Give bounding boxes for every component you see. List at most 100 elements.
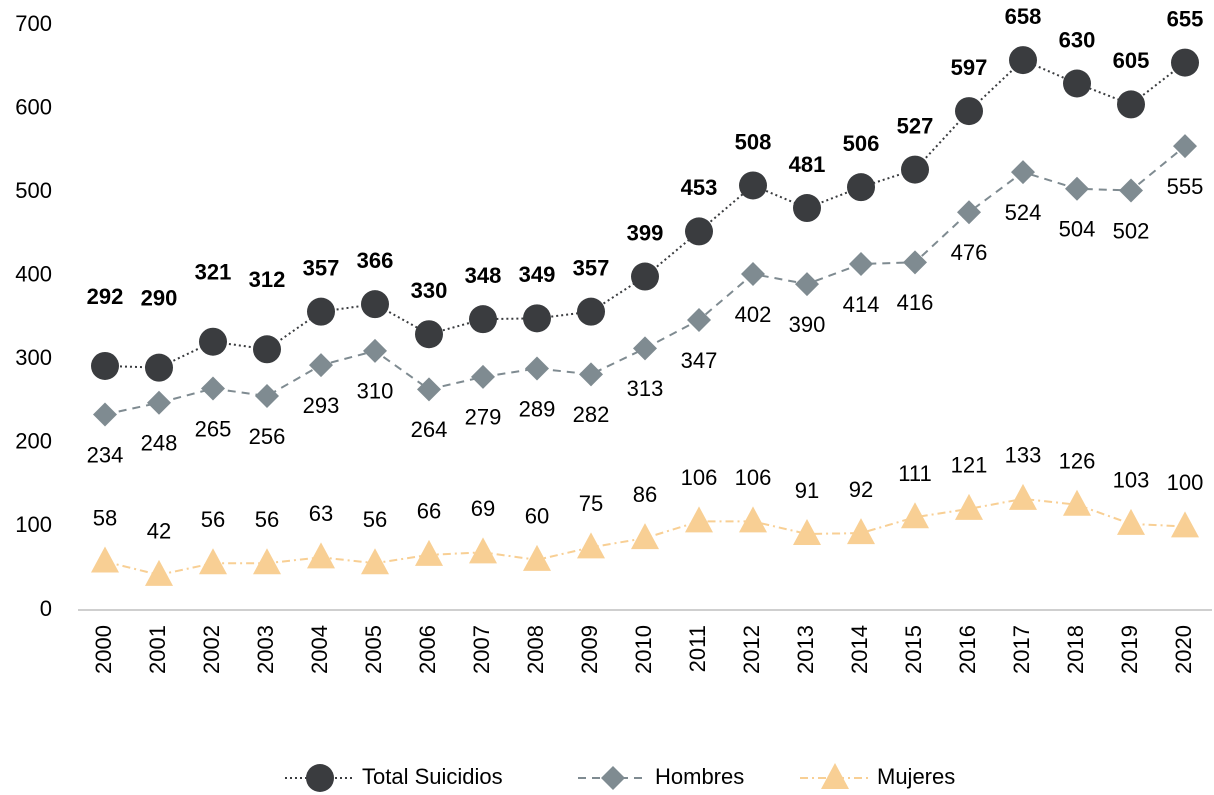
data-label: 527 — [897, 113, 934, 138]
data-label: 234 — [87, 442, 124, 467]
marker — [91, 546, 119, 573]
data-label: 92 — [849, 477, 873, 502]
data-label: 330 — [411, 278, 448, 303]
y-tick-label: 100 — [15, 512, 52, 537]
marker — [361, 290, 389, 319]
legend-label: Total Suicidios — [362, 764, 503, 789]
data-label: 313 — [627, 376, 664, 401]
marker — [253, 335, 281, 364]
marker — [901, 502, 929, 529]
data-label: 508 — [735, 129, 772, 154]
x-tick-label: 2015 — [901, 625, 926, 674]
data-label: 289 — [519, 396, 556, 421]
marker — [145, 559, 173, 586]
x-tick-label: 2000 — [91, 625, 116, 674]
data-label: 290 — [141, 285, 178, 310]
data-label: 279 — [465, 405, 502, 430]
marker — [199, 548, 227, 575]
data-label: 121 — [951, 453, 988, 478]
data-label: 63 — [309, 501, 333, 526]
marker — [903, 250, 927, 275]
marker — [201, 376, 225, 401]
data-label: 69 — [471, 496, 495, 521]
marker — [93, 402, 117, 427]
marker — [601, 766, 625, 790]
marker — [577, 297, 605, 326]
data-label: 106 — [735, 465, 772, 490]
marker — [739, 506, 767, 533]
data-label: 524 — [1005, 200, 1042, 225]
data-label: 357 — [573, 255, 610, 280]
marker — [685, 217, 713, 246]
x-tick-label: 2014 — [847, 625, 872, 674]
marker — [1063, 489, 1091, 516]
y-tick-label: 300 — [15, 345, 52, 370]
x-tick-label: 2004 — [307, 625, 332, 674]
data-label: 347 — [681, 348, 718, 373]
marker — [255, 384, 279, 409]
marker — [741, 262, 765, 287]
marker — [147, 390, 171, 415]
data-label: 321 — [195, 260, 232, 285]
data-label: 106 — [681, 465, 718, 490]
data-label: 502 — [1113, 218, 1150, 243]
data-label: 481 — [789, 152, 826, 177]
y-tick-label: 500 — [15, 178, 52, 203]
data-label: 506 — [843, 131, 880, 156]
data-label: 56 — [201, 507, 225, 532]
data-label: 264 — [411, 417, 448, 442]
data-label: 75 — [579, 491, 603, 516]
y-tick-label: 200 — [15, 429, 52, 454]
data-label: 282 — [573, 402, 610, 427]
y-tick-label: 700 — [15, 11, 52, 36]
data-label: 292 — [87, 284, 124, 309]
data-label: 66 — [417, 499, 441, 524]
data-label: 366 — [357, 248, 394, 273]
data-label: 349 — [519, 262, 556, 287]
marker — [523, 304, 551, 333]
x-tick-label: 2017 — [1009, 625, 1034, 674]
x-tick-label: 2013 — [793, 625, 818, 674]
data-label: 265 — [195, 416, 232, 441]
data-label: 630 — [1059, 27, 1096, 52]
data-label: 133 — [1005, 443, 1042, 468]
legend-item: Total Suicidios — [285, 764, 503, 792]
data-label: 453 — [681, 175, 718, 200]
data-label: 402 — [735, 302, 772, 327]
x-tick-label: 2016 — [955, 625, 980, 674]
marker — [306, 764, 334, 792]
data-label: 310 — [357, 379, 394, 404]
marker — [793, 518, 821, 545]
x-tick-label: 2003 — [253, 625, 278, 674]
data-label: 248 — [141, 431, 178, 456]
marker — [955, 493, 983, 520]
marker — [415, 320, 443, 349]
marker — [1011, 160, 1035, 185]
data-label: 416 — [897, 290, 934, 315]
marker — [417, 377, 441, 402]
x-tick-label: 2008 — [523, 625, 548, 674]
data-label: 103 — [1113, 468, 1150, 493]
legend-item: Hombres — [578, 764, 744, 790]
marker — [687, 308, 711, 333]
marker — [199, 327, 227, 356]
series-line — [104, 58, 1186, 369]
x-tick-label: 2002 — [199, 625, 224, 674]
y-tick-label: 600 — [15, 94, 52, 119]
data-label: 56 — [255, 507, 279, 532]
marker — [525, 356, 549, 381]
x-tick-label: 2007 — [469, 625, 494, 674]
marker — [847, 173, 875, 202]
data-label: 597 — [951, 55, 988, 80]
x-tick-label: 2009 — [577, 625, 602, 674]
marker — [793, 194, 821, 223]
marker — [469, 537, 497, 564]
y-tick-label: 0 — [40, 596, 52, 621]
marker — [415, 539, 443, 566]
marker — [631, 523, 659, 550]
data-label: 111 — [898, 461, 931, 486]
data-label: 504 — [1059, 217, 1096, 242]
marker — [1173, 134, 1197, 159]
marker — [1065, 176, 1089, 201]
